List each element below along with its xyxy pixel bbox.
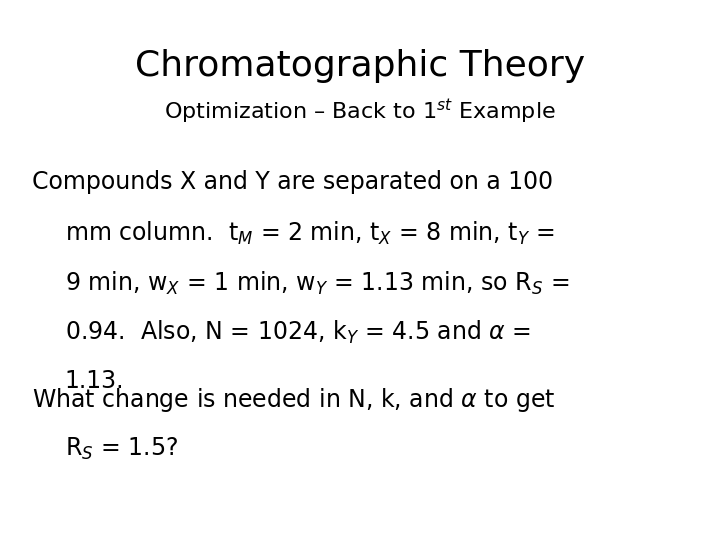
Text: What change is needed in N, k, and $\alpha$ to get: What change is needed in N, k, and $\alp… — [32, 386, 556, 414]
Text: 0.94.  Also, N = 1024, k$_{Y}$ = 4.5 and $\alpha$ =: 0.94. Also, N = 1024, k$_{Y}$ = 4.5 and … — [65, 319, 531, 346]
Text: Optimization – Back to 1$^{st}$ Example: Optimization – Back to 1$^{st}$ Example — [164, 97, 556, 126]
Text: 9 min, w$_{X}$ = 1 min, w$_{Y}$ = 1.13 min, so R$_{S}$ =: 9 min, w$_{X}$ = 1 min, w$_{Y}$ = 1.13 m… — [65, 269, 570, 296]
Text: 1.13.: 1.13. — [65, 369, 125, 393]
Text: Compounds X and Y are separated on a 100: Compounds X and Y are separated on a 100 — [32, 170, 554, 194]
Text: mm column.  t$_{M}$ = 2 min, t$_{X}$ = 8 min, t$_{Y}$ =: mm column. t$_{M}$ = 2 min, t$_{X}$ = 8 … — [65, 220, 555, 247]
Text: Chromatographic Theory: Chromatographic Theory — [135, 49, 585, 83]
Text: R$_{S}$ = 1.5?: R$_{S}$ = 1.5? — [65, 436, 178, 462]
